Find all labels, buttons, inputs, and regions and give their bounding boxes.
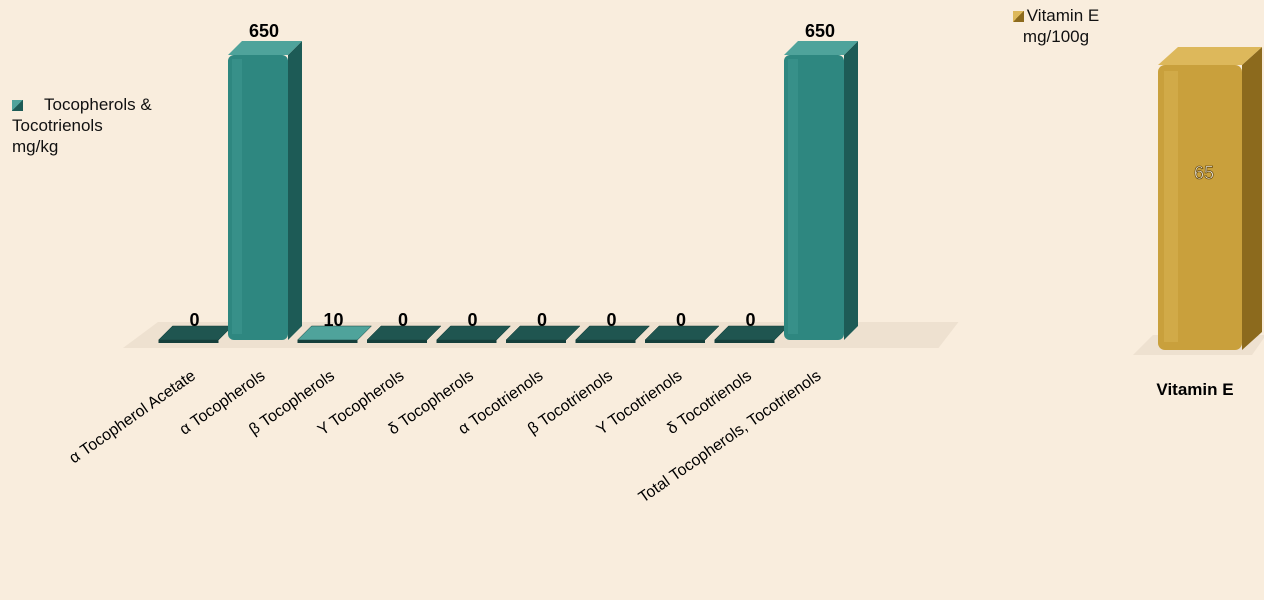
- bar-front-9: [784, 55, 844, 340]
- data-label-1: 650: [249, 21, 279, 41]
- legend-label-vitamin-e: Vitamin E mg/100g: [1022, 6, 1100, 46]
- bar-flat-edge-0: [158, 340, 219, 343]
- bar-flat-edge-8: [714, 340, 775, 343]
- bar-flat-edge-6: [575, 340, 636, 343]
- vitamin-bar-front: [1158, 65, 1242, 350]
- bar-flat-edge-4: [436, 340, 497, 343]
- bar-side-9: [844, 41, 858, 340]
- bar-front-1: [228, 55, 288, 340]
- bar-top-9: [784, 41, 858, 55]
- legend-swatch-teal: [12, 100, 23, 111]
- bar-flat-edge-3: [367, 340, 427, 343]
- vitamin-data-label: 65: [1194, 163, 1214, 183]
- data-label-8: 0: [745, 310, 755, 330]
- bar-flat-edge-2: [297, 340, 358, 343]
- data-label-4: 0: [467, 310, 477, 330]
- bar-side-1: [288, 41, 302, 340]
- bar-flat-edge-5: [506, 340, 566, 343]
- vitamin-bar-top: [1158, 47, 1262, 65]
- bar-highlight-9: [788, 59, 798, 334]
- data-label-3: 0: [398, 310, 408, 330]
- data-label-0: 0: [189, 310, 199, 330]
- data-label-7: 0: [676, 310, 686, 330]
- data-label-2: 10: [323, 310, 343, 330]
- data-label-5: 0: [537, 310, 547, 330]
- bar-top-1: [228, 41, 302, 55]
- bar-flat-edge-7: [645, 340, 705, 343]
- legend-label-tocopherols: Tocopherols & Tocotrienols mg/kg: [12, 95, 152, 156]
- vitamin-bar-highlight: [1164, 71, 1178, 342]
- vitamin-bar-side: [1242, 47, 1262, 350]
- vitamin-category-label: Vitamin E: [1156, 380, 1233, 399]
- legend-swatch-gold: [1012, 11, 1024, 22]
- data-label-9: 650: [805, 21, 835, 41]
- legend-vitamin-e: Vitamin E mg/100g: [986, 5, 1126, 47]
- category-label-0: α Tocopherol Acetate: [66, 367, 199, 467]
- bar-highlight-1: [232, 59, 242, 334]
- data-label-6: 0: [606, 310, 616, 330]
- legend-tocopherols: Tocopherols & Tocotrienols mg/kg: [12, 94, 187, 157]
